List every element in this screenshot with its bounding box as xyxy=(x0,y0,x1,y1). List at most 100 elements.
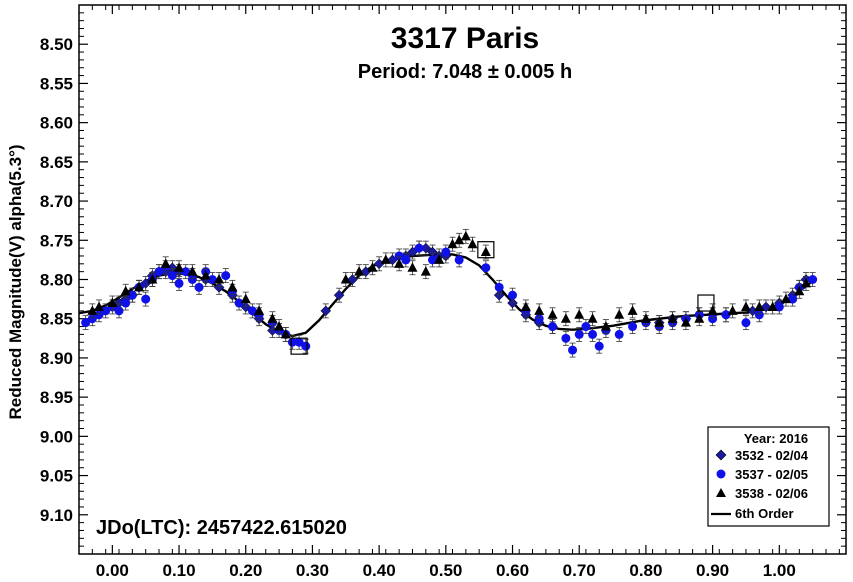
data-point xyxy=(494,279,504,295)
y-tick-label: 8.85 xyxy=(40,310,73,329)
triangle-marker xyxy=(174,262,185,272)
circle-marker xyxy=(788,294,798,304)
data-point xyxy=(167,268,177,283)
data-point xyxy=(207,272,217,287)
data-point xyxy=(520,299,531,315)
circle-marker xyxy=(81,318,91,328)
triangle-marker xyxy=(467,238,478,249)
y-tick-label: 8.90 xyxy=(40,349,73,368)
x-tick-label: 0.90 xyxy=(696,561,729,580)
triangle-marker xyxy=(560,313,571,323)
triangle-marker xyxy=(627,305,638,315)
data-point xyxy=(320,303,332,319)
data-point xyxy=(767,299,778,315)
circle-marker xyxy=(187,275,197,284)
y-tick-label: 8.80 xyxy=(40,271,73,290)
circle-marker xyxy=(481,263,491,273)
data-point xyxy=(94,299,105,315)
circle-marker xyxy=(568,345,578,355)
data-point xyxy=(568,342,578,358)
y-tick-label: 8.95 xyxy=(40,388,73,407)
data-point xyxy=(401,252,411,268)
triangle-marker xyxy=(547,309,558,319)
data-point xyxy=(254,303,265,319)
diamond-marker xyxy=(347,274,358,285)
triangle-marker xyxy=(680,317,691,327)
x-tick-label: 0.80 xyxy=(629,561,662,580)
triangle-marker xyxy=(227,281,238,292)
y-axis-label: Reduced Magnitude(V) alpha(5.3°) xyxy=(6,144,25,419)
data-point xyxy=(380,252,391,268)
data-point xyxy=(214,272,225,287)
data-point xyxy=(141,291,151,307)
data-point xyxy=(588,326,598,342)
legend-circle-icon xyxy=(716,469,726,479)
data-point xyxy=(354,264,365,280)
chart-title: 3317 Paris xyxy=(391,22,539,55)
data-point xyxy=(441,244,451,260)
circle-marker xyxy=(221,271,231,281)
triangle-marker xyxy=(587,313,598,323)
circle-marker xyxy=(721,310,731,320)
triangle-marker xyxy=(254,305,265,315)
diamond-marker xyxy=(507,297,518,309)
y-tick-label: 9.10 xyxy=(40,506,73,525)
data-point xyxy=(640,311,651,327)
triangle-marker xyxy=(767,301,778,311)
circle-marker xyxy=(441,247,451,257)
circle-marker xyxy=(774,302,784,312)
data-point xyxy=(614,307,625,323)
x-tick-label: 0.60 xyxy=(496,561,529,580)
data-point xyxy=(667,311,678,327)
jdo-annotation: JDo(LTC): 2457422.615020 xyxy=(96,517,347,539)
data-point xyxy=(774,299,784,315)
circle-marker xyxy=(454,255,464,265)
legend-entry-fit: 6th Order xyxy=(735,506,794,521)
data-points-layer xyxy=(81,228,818,358)
circle-marker xyxy=(708,314,718,324)
circle-marker xyxy=(154,267,164,277)
data-point xyxy=(107,295,118,311)
y-tick-label: 8.55 xyxy=(40,74,73,93)
data-point xyxy=(420,240,432,256)
circle-marker xyxy=(121,298,131,308)
triangle-marker xyxy=(240,293,251,304)
highlight-square-marker xyxy=(477,241,495,259)
data-point xyxy=(227,279,238,295)
triangle-marker xyxy=(694,313,705,323)
data-point xyxy=(808,272,818,287)
circle-marker xyxy=(194,282,204,292)
circle-marker xyxy=(594,341,604,351)
circle-marker xyxy=(808,275,818,284)
data-point xyxy=(360,264,372,280)
data-point xyxy=(187,264,198,280)
data-point xyxy=(587,311,598,327)
circle-marker xyxy=(561,333,571,343)
data-point xyxy=(114,303,124,319)
data-point xyxy=(367,260,378,276)
triangle-marker xyxy=(794,285,805,296)
triangle-marker xyxy=(707,305,718,315)
triangle-marker xyxy=(520,301,531,311)
triangle-marker xyxy=(534,305,545,315)
circle-marker xyxy=(167,271,177,281)
circle-marker xyxy=(234,298,244,308)
highlight-square-marker xyxy=(697,294,715,312)
triangle-marker xyxy=(420,266,431,276)
data-point xyxy=(420,264,431,280)
triangle-marker xyxy=(614,309,625,319)
circle-marker xyxy=(87,314,97,324)
triangle-marker xyxy=(187,266,198,276)
triangle-marker xyxy=(120,285,131,296)
circle-marker xyxy=(401,255,411,265)
diamond-marker xyxy=(333,289,345,301)
data-point xyxy=(240,291,251,307)
x-tick-label: 0.50 xyxy=(429,561,462,580)
data-point xyxy=(481,260,491,276)
legend-entry-3538: 3538 - 02/06 xyxy=(735,486,808,501)
triangle-marker xyxy=(574,309,585,319)
triangle-marker xyxy=(267,313,278,323)
circle-marker xyxy=(141,294,151,304)
data-point xyxy=(200,268,211,283)
